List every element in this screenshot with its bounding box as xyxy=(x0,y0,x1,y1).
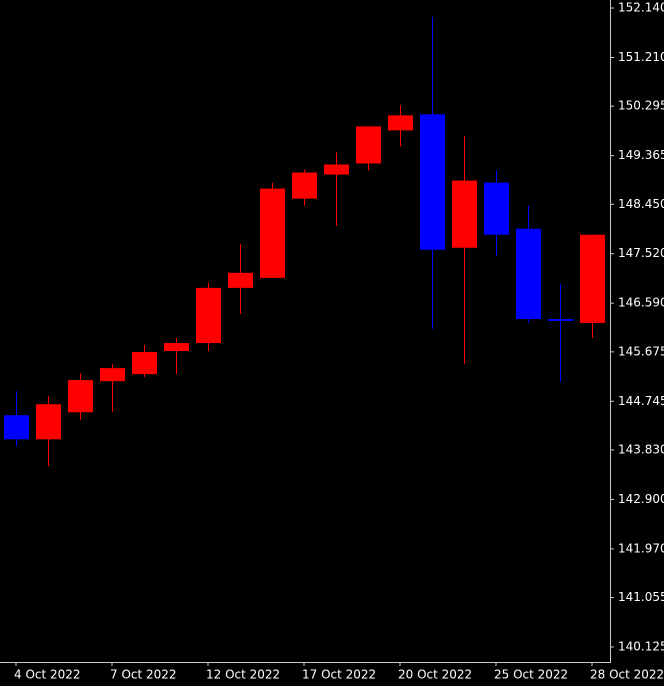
y-tick-label: 142.900 xyxy=(618,492,664,506)
y-tick-label: 152.140 xyxy=(618,1,664,15)
y-tick-label: 144.745 xyxy=(618,394,664,408)
candle-body xyxy=(228,272,253,288)
candle-body xyxy=(132,352,157,375)
y-tick-label: 145.675 xyxy=(618,344,664,358)
candle-body xyxy=(100,368,125,382)
x-tick-label: 25 Oct 2022 xyxy=(494,668,568,682)
candle-body xyxy=(196,287,221,344)
candle-body xyxy=(292,172,317,199)
candle-body xyxy=(164,343,189,352)
y-tick-label: 150.295 xyxy=(618,99,664,113)
y-tick-label: 141.970 xyxy=(618,541,664,555)
candle-body xyxy=(4,415,29,440)
candle-body xyxy=(356,126,381,164)
x-tick-label: 7 Oct 2022 xyxy=(110,668,177,682)
candle-body xyxy=(516,228,541,319)
x-tick-label: 4 Oct 2022 xyxy=(14,668,81,682)
candle-body xyxy=(452,180,477,248)
y-tick-label: 141.055 xyxy=(618,590,664,604)
y-tick-label: 143.830 xyxy=(618,442,664,456)
candle-body xyxy=(580,234,605,323)
candle-body xyxy=(548,318,573,322)
x-tick-label: 17 Oct 2022 xyxy=(302,668,376,682)
candle-body xyxy=(324,164,349,175)
candle-body xyxy=(420,114,445,250)
x-tick-label: 28 Oct 2022 xyxy=(590,668,664,682)
y-tick-label: 151.210 xyxy=(618,50,664,64)
y-tick-label: 146.590 xyxy=(618,296,664,310)
y-tick-label: 148.450 xyxy=(618,197,664,211)
x-tick-label: 20 Oct 2022 xyxy=(398,668,472,682)
x-tick-label: 12 Oct 2022 xyxy=(206,668,280,682)
y-tick-label: 147.520 xyxy=(618,246,664,260)
candle-body xyxy=(36,404,61,440)
candle-body xyxy=(260,188,285,278)
candle-body xyxy=(68,380,93,413)
candle-body xyxy=(484,182,509,235)
y-tick-label: 149.365 xyxy=(618,148,664,162)
y-tick-label: 140.125 xyxy=(618,640,664,654)
candle-body xyxy=(388,115,413,131)
